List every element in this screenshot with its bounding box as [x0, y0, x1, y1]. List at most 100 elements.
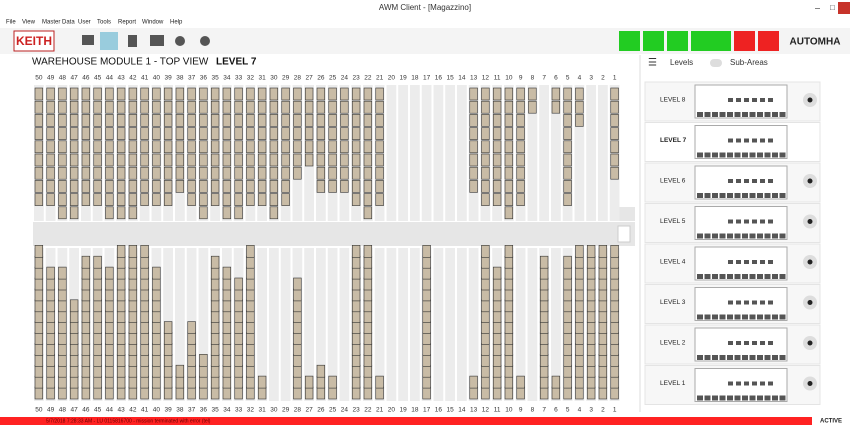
box[interactable]	[516, 87, 525, 101]
box[interactable]	[222, 114, 232, 127]
box[interactable]	[46, 153, 55, 167]
box[interactable]	[69, 114, 79, 127]
box[interactable]	[269, 180, 279, 193]
box[interactable]	[69, 140, 79, 154]
box[interactable]	[422, 310, 431, 324]
box[interactable]	[246, 364, 255, 378]
box[interactable]	[105, 180, 114, 193]
box[interactable]	[575, 299, 584, 313]
level-label[interactable]: LEVEL 3	[660, 299, 686, 306]
box[interactable]	[140, 245, 149, 258]
box[interactable]	[93, 87, 102, 101]
box[interactable]	[105, 266, 114, 280]
box[interactable]	[34, 255, 44, 269]
box[interactable]	[504, 153, 514, 167]
box[interactable]	[504, 332, 514, 345]
box[interactable]	[105, 127, 114, 140]
box[interactable]	[105, 206, 114, 220]
box[interactable]	[586, 332, 596, 345]
box[interactable]	[293, 166, 302, 180]
box[interactable]	[598, 321, 608, 334]
box[interactable]	[222, 153, 232, 167]
box[interactable]	[234, 153, 243, 167]
box[interactable]	[105, 277, 114, 291]
box[interactable]	[210, 386, 220, 400]
box[interactable]	[257, 180, 267, 193]
box[interactable]	[281, 140, 290, 154]
box[interactable]	[140, 266, 149, 280]
box[interactable]	[93, 364, 102, 378]
box[interactable]	[222, 266, 232, 280]
box[interactable]	[140, 140, 149, 154]
box[interactable]	[563, 114, 572, 127]
box[interactable]	[93, 166, 102, 180]
box[interactable]	[575, 277, 584, 291]
box[interactable]	[34, 343, 44, 356]
box[interactable]	[598, 255, 608, 269]
box[interactable]	[481, 299, 490, 313]
visibility-toggle[interactable]	[803, 133, 817, 148]
box[interactable]	[210, 127, 220, 140]
box[interactable]	[328, 87, 337, 101]
box[interactable]	[492, 310, 502, 324]
box[interactable]	[610, 114, 619, 127]
box[interactable]	[293, 140, 302, 154]
box[interactable]	[363, 310, 373, 324]
box[interactable]	[46, 321, 55, 334]
box[interactable]	[210, 255, 220, 269]
box[interactable]	[116, 343, 126, 356]
box[interactable]	[551, 87, 561, 101]
box[interactable]	[246, 255, 255, 269]
box[interactable]	[363, 206, 373, 220]
box[interactable]	[586, 245, 596, 258]
box[interactable]	[481, 364, 490, 378]
box[interactable]	[469, 386, 478, 400]
minimize[interactable]: –	[815, 2, 820, 12]
box[interactable]	[105, 153, 114, 167]
box[interactable]	[504, 193, 514, 206]
box[interactable]	[105, 87, 114, 101]
box[interactable]	[492, 153, 502, 167]
box[interactable]	[222, 386, 232, 400]
box[interactable]	[481, 100, 490, 114]
box[interactable]	[199, 100, 208, 114]
box[interactable]	[563, 386, 572, 400]
box[interactable]	[563, 310, 572, 324]
box[interactable]	[46, 310, 55, 324]
box[interactable]	[293, 386, 302, 400]
box[interactable]	[128, 266, 138, 280]
box[interactable]	[46, 180, 55, 193]
box[interactable]	[340, 100, 349, 114]
box[interactable]	[586, 288, 596, 302]
box[interactable]	[46, 364, 55, 378]
level-label[interactable]: LEVEL 6	[660, 178, 686, 185]
tool-clipboard[interactable]	[128, 35, 137, 47]
box[interactable]	[351, 193, 361, 206]
box[interactable]	[610, 277, 619, 291]
box[interactable]	[46, 166, 55, 180]
box[interactable]	[575, 288, 584, 302]
box[interactable]	[69, 87, 79, 101]
box[interactable]	[246, 180, 255, 193]
box[interactable]	[175, 180, 185, 193]
box[interactable]	[140, 180, 149, 193]
box[interactable]	[610, 127, 619, 140]
box[interactable]	[610, 87, 619, 101]
box[interactable]	[116, 127, 126, 140]
box[interactable]	[539, 288, 549, 302]
box[interactable]	[586, 266, 596, 280]
box[interactable]	[516, 153, 525, 167]
box[interactable]	[610, 364, 619, 378]
box[interactable]	[363, 266, 373, 280]
box[interactable]	[422, 277, 431, 291]
box[interactable]	[575, 332, 584, 345]
box[interactable]	[481, 127, 490, 140]
box[interactable]	[93, 375, 102, 389]
box[interactable]	[575, 266, 584, 280]
box[interactable]	[422, 299, 431, 313]
box[interactable]	[598, 277, 608, 291]
box[interactable]	[293, 114, 302, 127]
box[interactable]	[222, 321, 232, 334]
box[interactable]	[351, 353, 361, 367]
box[interactable]	[93, 277, 102, 291]
